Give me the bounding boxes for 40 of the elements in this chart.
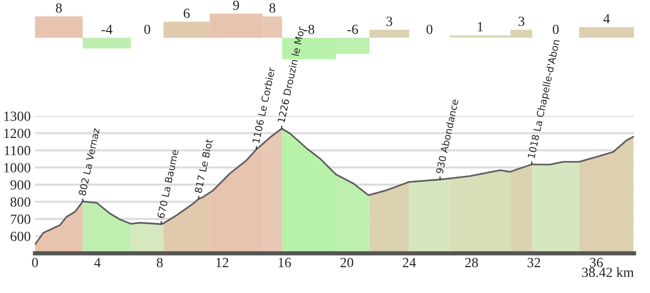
x-tick-label: 20: [340, 258, 354, 268]
data-label: -6: [347, 24, 358, 34]
data-label: -8: [304, 24, 314, 34]
data-label: -4: [102, 24, 112, 34]
data-label: 9: [233, 0, 240, 10]
x-tick-label: 12: [216, 258, 228, 268]
data-label: 3: [518, 16, 524, 26]
y-tick-label: 1000: [4, 163, 30, 172]
x-tick-label: 16: [278, 258, 291, 268]
x-axis-title: 38.42 km: [582, 267, 634, 278]
y-tick-label: 1200: [4, 128, 30, 138]
y-tick-label: 600: [10, 232, 30, 242]
data-label: 3: [386, 16, 392, 26]
x-tick-label: 0: [32, 258, 38, 268]
annotation: 802 La Vernaz: [78, 128, 100, 196]
x-tick-label: 28: [465, 258, 478, 268]
x-tick-label: 4: [94, 258, 101, 268]
data-label: 0: [144, 24, 150, 34]
data-label: 4: [603, 14, 610, 24]
annotation: 817 Le Biot: [194, 138, 213, 194]
x-tick-label: 8: [156, 258, 163, 268]
x-tick-label: 36: [590, 258, 603, 268]
bar: [35, 16, 83, 38]
annotation: 1106 Le Corbier: [252, 66, 276, 144]
data-label: 0: [552, 24, 559, 34]
bar: [82, 38, 131, 49]
data-label: 8: [56, 3, 62, 13]
y-tick-label: 1300: [4, 112, 30, 121]
x-tick-label: 24: [402, 258, 416, 268]
x-tick-label: 32: [528, 258, 540, 268]
y-tick-label: 900: [10, 180, 30, 190]
data-label: 6: [184, 8, 190, 18]
data-label: 1: [478, 22, 483, 32]
data-label: 8: [269, 3, 276, 13]
annotation: 1226 Drouzin le Mor: [277, 26, 305, 123]
y-tick-label: 800: [10, 197, 30, 207]
y-tick-label: 1100: [4, 146, 30, 156]
data-label: 0: [426, 24, 432, 34]
annotation: 670 La Baume: [156, 149, 179, 218]
y-tick-label: 700: [10, 214, 30, 224]
